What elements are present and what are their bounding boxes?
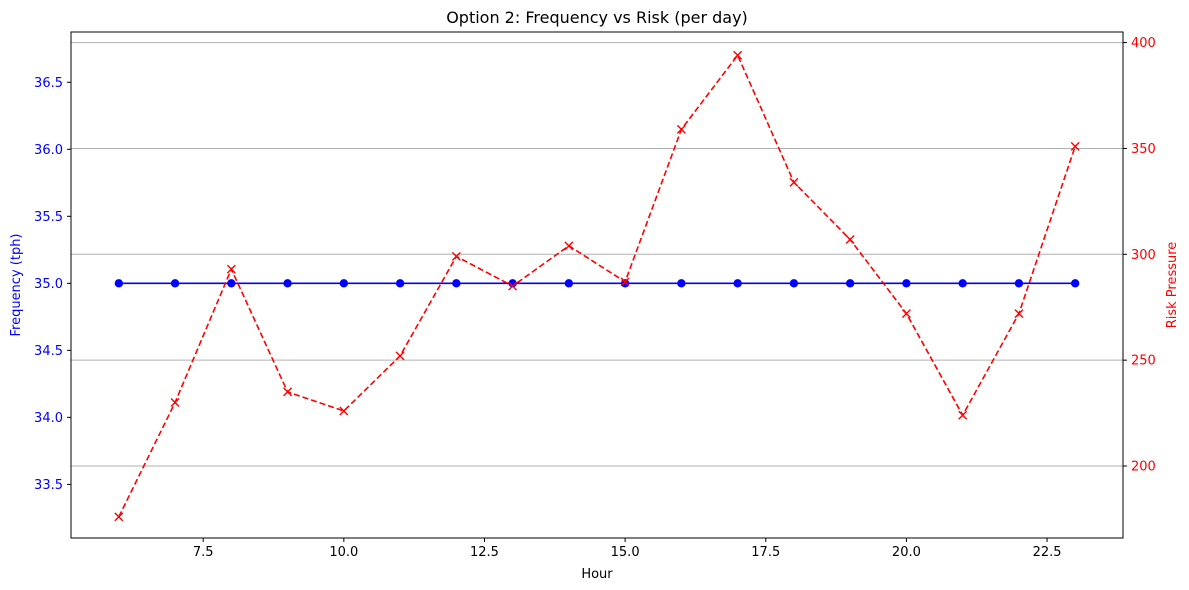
left-y-tick-label: 35.5: [34, 210, 63, 225]
risk-point: [1014, 309, 1024, 319]
risk-point-stroke: [339, 406, 349, 416]
x-tick-label: 22.5: [1033, 545, 1062, 560]
left-y-tick-label: 36.0: [34, 143, 63, 158]
risk-point-stroke: [733, 50, 743, 60]
left-y-tick-label: 35.0: [34, 277, 63, 292]
risk-point: [789, 177, 799, 187]
risk-point: [283, 387, 293, 397]
frequency-point: [395, 279, 405, 288]
frequency-point: [170, 279, 180, 288]
risk-point: [620, 277, 630, 287]
x-tick-label: 12.5: [470, 545, 499, 560]
right-y-tick-label: 200: [1131, 460, 1156, 475]
frequency-point: [114, 279, 124, 288]
frequency-point: [677, 279, 686, 288]
risk-point: [114, 512, 124, 522]
risk-point: [845, 234, 855, 244]
frequency-point: [902, 279, 911, 288]
risk-point: [508, 281, 518, 291]
risk-point-stroke: [1070, 141, 1080, 151]
risk-point: [564, 241, 574, 251]
frequency-point: [452, 279, 461, 288]
x-tick-label: 20.0: [892, 545, 921, 560]
left-y-axis-label: Frequency (tph): [9, 233, 24, 336]
risk-point-stroke: [958, 410, 968, 420]
risk-point-stroke: [1014, 309, 1024, 319]
frequency-point: [1014, 279, 1024, 288]
risk-point-stroke: [451, 251, 461, 261]
risk-point: [395, 351, 405, 361]
risk-point: [339, 406, 349, 416]
frequency-point: [283, 279, 292, 288]
left-y-tick-label: 33.5: [34, 478, 63, 493]
risk-point: [676, 124, 686, 134]
right-y-axis: 200 250 300 350 400: [1123, 36, 1156, 475]
frequency-point: [339, 279, 349, 288]
right-y-tick-label: 400: [1131, 36, 1156, 51]
frequency-point: [958, 279, 967, 288]
risk-point: [1070, 141, 1080, 151]
left-y-tick-label: 36.5: [34, 76, 63, 91]
chart-title: Option 2: Frequency vs Risk (per day): [446, 8, 748, 27]
risk-point-stroke: [283, 387, 293, 397]
x-tick-label: 15.0: [611, 545, 640, 560]
left-y-axis: 33.5 34.0 34.5 35.0 35.5 36.0 36.5: [34, 76, 71, 493]
right-y-axis-label: Risk Pressure: [1165, 242, 1180, 329]
risk-point-stroke: [170, 398, 180, 407]
x-tick-label: 7.5: [193, 545, 214, 560]
risk-point-stroke: [620, 277, 630, 287]
frequency-point: [1070, 279, 1080, 288]
left-y-tick-label: 34.5: [34, 344, 63, 359]
risk-point: [958, 410, 968, 420]
risk-point-stroke: [226, 264, 236, 274]
risk-point-stroke: [508, 281, 518, 291]
risk-point-stroke: [901, 309, 911, 319]
risk-point-stroke: [845, 234, 855, 244]
risk-point: [451, 251, 461, 261]
frequency-point: [564, 279, 574, 288]
grid-lines: [71, 42, 1123, 467]
risk-point: [901, 309, 911, 319]
risk-point-stroke: [789, 177, 799, 187]
risk-point-stroke: [395, 351, 405, 361]
x-tick-label: 10.0: [329, 545, 358, 560]
right-y-tick-label: 250: [1131, 354, 1156, 369]
frequency-point: [789, 279, 799, 288]
risk-point-stroke: [676, 124, 686, 134]
risk-point: [226, 264, 236, 274]
x-axis-label: Hour: [581, 567, 613, 582]
plot-frame: [70, 31, 1124, 539]
risk-line: [118, 53, 1076, 518]
frequency-point: [845, 279, 855, 288]
risk-point: [733, 50, 743, 60]
x-tick-label: 17.5: [751, 545, 780, 560]
frequency-point: [733, 279, 742, 288]
risk-point-stroke: [564, 241, 574, 251]
risk-point-stroke: [114, 512, 124, 522]
risk-point: [170, 398, 180, 407]
left-y-tick-label: 34.0: [34, 411, 63, 426]
frequency-point: [227, 279, 236, 288]
series-layer: [114, 50, 1080, 522]
x-axis: 7.5 10.0 12.5 15.0 17.5 20.0 22.5: [193, 538, 1062, 560]
right-y-tick-label: 300: [1131, 248, 1156, 263]
right-y-tick-label: 350: [1131, 142, 1156, 157]
